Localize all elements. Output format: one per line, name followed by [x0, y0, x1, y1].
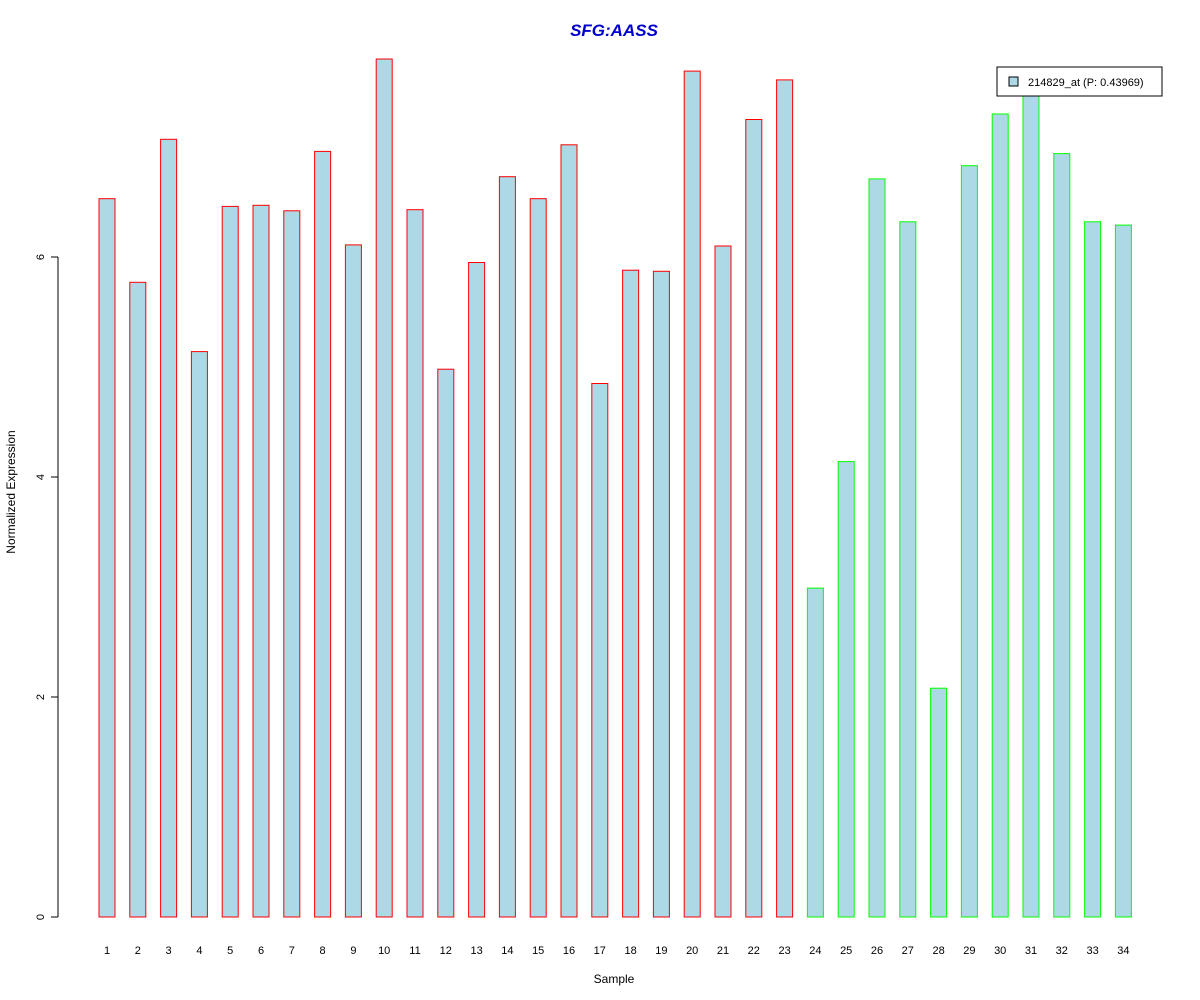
bar: [468, 262, 486, 918]
bar: [683, 70, 701, 918]
bar: [714, 245, 732, 918]
bar: [252, 204, 270, 918]
x-tick-label: 28: [932, 945, 944, 957]
x-tick-label: 10: [378, 945, 390, 957]
x-tick-label: 9: [350, 945, 356, 957]
legend-swatch: [1008, 76, 1019, 87]
x-tick-label: 13: [470, 945, 482, 957]
y-tick-label: 4: [35, 474, 47, 480]
bar: [960, 165, 978, 918]
x-tick-label: 27: [902, 945, 914, 957]
bar: [437, 368, 455, 918]
x-tick-label: 16: [563, 945, 575, 957]
x-tick-label: 15: [532, 945, 544, 957]
bar: [129, 281, 147, 918]
x-tick-label: 32: [1056, 945, 1068, 957]
x-axis-label: Sample: [594, 972, 635, 986]
bar: [652, 270, 670, 918]
legend: 214829_at (P: 0.43969): [996, 66, 1163, 97]
x-tick-label: 33: [1086, 945, 1098, 957]
x-tick-label: 25: [840, 945, 852, 957]
bar: [1114, 224, 1132, 918]
bars: [98, 58, 1132, 918]
x-tick-label: 5: [227, 945, 233, 957]
bar: [1053, 153, 1071, 918]
x-tick-label: 31: [1025, 945, 1037, 957]
x-tick-label: 7: [289, 945, 295, 957]
x-tick-label: 14: [501, 945, 513, 957]
x-tick-label: 12: [440, 945, 452, 957]
chart-title: SFG:AASS: [570, 21, 659, 40]
bar: [560, 144, 578, 918]
bar: [375, 58, 393, 918]
bar: [776, 79, 794, 918]
x-tick-label: 8: [320, 945, 326, 957]
y-tick-label: 0: [35, 914, 47, 920]
x-tick-label: 2: [135, 945, 141, 957]
x-tick-label: 21: [717, 945, 729, 957]
x-tick-label: 23: [778, 945, 790, 957]
bar: [1084, 221, 1102, 918]
x-tick-label: 17: [594, 945, 606, 957]
x-tick-label: 30: [994, 945, 1006, 957]
bar: [930, 687, 948, 918]
y-axis: 0 2 4 6: [35, 254, 59, 920]
bar: [868, 178, 886, 918]
legend-box: [996, 66, 1163, 97]
y-tick-label: 6: [35, 254, 47, 260]
x-tick-label: 24: [809, 945, 821, 957]
bar: [837, 461, 855, 918]
x-tick-label: 19: [655, 945, 667, 957]
bar: [314, 150, 332, 918]
bar: [190, 351, 208, 918]
bar: [160, 138, 178, 918]
bar: [1022, 92, 1040, 918]
x-tick-label: 34: [1117, 945, 1129, 957]
legend-label: 214829_at (P: 0.43969): [1028, 77, 1144, 89]
x-tick-label: 4: [196, 945, 202, 957]
x-tick-label: 11: [409, 945, 420, 957]
x-axis-ticks: 1 2 3 4 5 6 7 8 9 10 11 12 13 14 15 16 17 18 19 20 21 22 23 24 2…: [104, 945, 1130, 957]
bar: [498, 176, 516, 918]
bar: [344, 244, 362, 918]
x-tick-label: 20: [686, 945, 698, 957]
bar: [283, 210, 301, 918]
bar: [529, 198, 547, 918]
bar: [991, 113, 1009, 918]
bar: [406, 209, 424, 918]
bar: [622, 269, 640, 918]
x-tick-label: 26: [871, 945, 883, 957]
bar: [806, 587, 824, 918]
bar: [98, 198, 116, 918]
bar: [899, 221, 917, 918]
x-tick-label: 29: [963, 945, 975, 957]
x-tick-label: 1: [104, 945, 110, 957]
bar: [591, 383, 609, 918]
y-tick-label: 2: [35, 694, 47, 700]
x-tick-label: 3: [166, 945, 172, 957]
y-axis-label: Normalized Expression: [4, 430, 18, 553]
bar: [221, 205, 239, 918]
bar: [745, 119, 763, 918]
x-tick-label: 18: [624, 945, 636, 957]
x-tick-label: 6: [258, 945, 264, 957]
x-tick-label: 22: [748, 945, 760, 957]
